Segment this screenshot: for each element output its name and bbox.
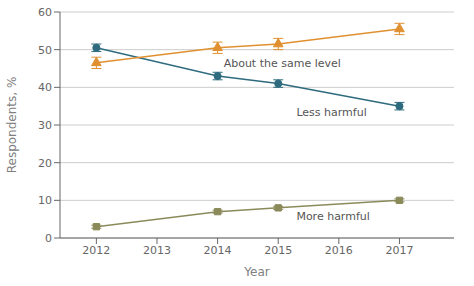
svg-text:About the same level: About the same level bbox=[224, 57, 341, 70]
svg-text:2016: 2016 bbox=[325, 244, 353, 257]
svg-text:30: 30 bbox=[38, 119, 52, 132]
svg-text:60: 60 bbox=[38, 6, 52, 19]
svg-text:2013: 2013 bbox=[143, 244, 171, 257]
svg-text:Respondents, %: Respondents, % bbox=[5, 77, 19, 174]
svg-text:2015: 2015 bbox=[264, 244, 292, 257]
svg-text:Year: Year bbox=[243, 265, 269, 279]
svg-text:2017: 2017 bbox=[385, 244, 413, 257]
svg-text:50: 50 bbox=[38, 44, 52, 57]
svg-text:20: 20 bbox=[38, 157, 52, 170]
svg-text:2012: 2012 bbox=[82, 244, 110, 257]
svg-text:More harmful: More harmful bbox=[296, 210, 369, 223]
svg-text:2014: 2014 bbox=[204, 244, 232, 257]
svg-text:0: 0 bbox=[45, 232, 52, 245]
svg-text:40: 40 bbox=[38, 81, 52, 94]
svg-text:Less harmful: Less harmful bbox=[296, 106, 366, 119]
svg-text:10: 10 bbox=[38, 194, 52, 207]
